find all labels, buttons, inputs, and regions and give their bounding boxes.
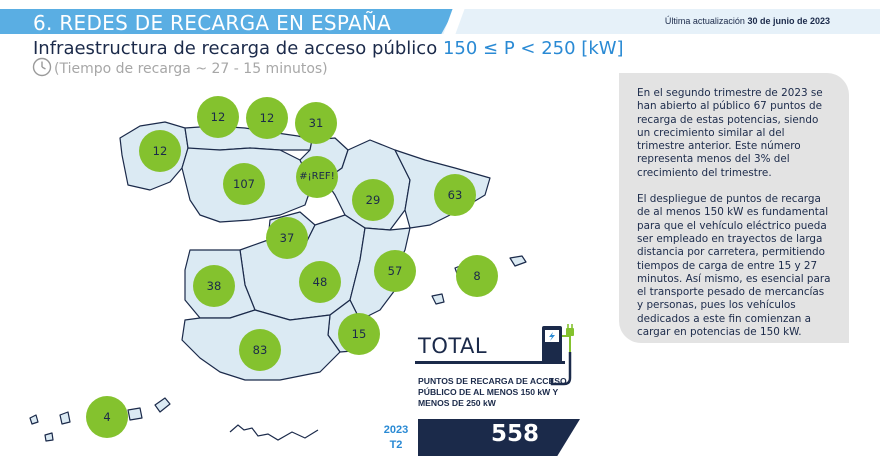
power-range: 150 ≤ P < 250 [kW] <box>442 38 624 59</box>
total-year: 2023 <box>383 424 409 436</box>
bubble-andalucia: 83 <box>239 329 281 371</box>
island-ibiza <box>431 293 445 305</box>
bubble-baleares: 8 <box>456 255 498 297</box>
info-text: En el segundo trimestre de 2023 se han a… <box>637 87 831 352</box>
bubble-asturias: 12 <box>197 96 239 138</box>
bubble-castilla-la-mancha: 48 <box>299 261 341 303</box>
bubble-murcia: 15 <box>338 313 380 355</box>
bubble-pais-vasco: 31 <box>295 102 337 144</box>
island-canarias-2 <box>127 407 143 421</box>
update-prefix: Última actualización <box>664 16 745 26</box>
charge-time-subtitle: (Tiempo de recarga ~ 27 - 15 minutos) <box>32 57 328 81</box>
bubble-navarra-rioja: #¡REF! <box>296 156 338 198</box>
north-africa-coast <box>229 424 319 441</box>
bubble-cantabria: 12 <box>246 97 288 139</box>
page-title: Infraestructura de recarga de acceso púb… <box>33 38 624 59</box>
ev-charger-icon <box>540 322 582 397</box>
island-canarias-5 <box>44 432 54 442</box>
island-menorca <box>509 255 527 267</box>
bubble-canarias: 4 <box>86 396 128 438</box>
banner-accent <box>0 9 455 34</box>
island-canarias-4 <box>29 414 39 425</box>
header-banner: 6. REDES DE RECARGA EN ESPAÑA Última act… <box>0 9 880 35</box>
last-update: Última actualización 30 de junio de 2023 <box>665 16 830 26</box>
bubble-extremadura: 38 <box>193 265 235 307</box>
bubble-madrid: 37 <box>266 217 308 259</box>
subtitle-text: (Tiempo de recarga ~ 27 - 15 minutos) <box>54 61 328 77</box>
update-date: 30 de junio de 2023 <box>747 16 830 26</box>
bubble-galicia: 12 <box>139 130 181 172</box>
bubble-castilla-leon: 107 <box>223 163 265 205</box>
page-title-main: Infraestructura de recarga de acceso púb… <box>33 38 438 59</box>
info-paragraph-2: El despliegue de puntos de recarga de al… <box>637 193 831 339</box>
total-value: 558 <box>490 421 539 447</box>
total-description: PUNTOS DE RECARGA DE ACCESO PÚBLICO DE A… <box>418 376 567 408</box>
total-label: TOTAL <box>418 334 488 358</box>
total-period: T2 <box>389 439 403 451</box>
bubble-valenciana: 57 <box>374 250 416 292</box>
island-canarias-1 <box>154 397 171 413</box>
total-underline <box>415 361 565 364</box>
island-canarias-3 <box>59 411 71 425</box>
bubble-cataluna: 63 <box>434 174 476 216</box>
clock-icon <box>32 57 54 81</box>
total-bar <box>418 419 580 456</box>
bubble-aragon: 29 <box>352 179 394 221</box>
section-title: 6. REDES DE RECARGA EN ESPAÑA <box>33 11 392 35</box>
info-panel <box>619 73 849 343</box>
info-paragraph-1: En el segundo trimestre de 2023 se han a… <box>637 87 823 179</box>
